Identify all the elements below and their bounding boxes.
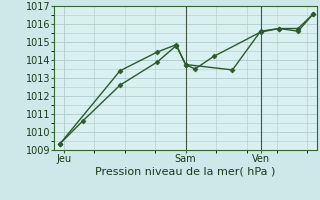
X-axis label: Pression niveau de la mer( hPa ): Pression niveau de la mer( hPa ) [95, 167, 276, 177]
